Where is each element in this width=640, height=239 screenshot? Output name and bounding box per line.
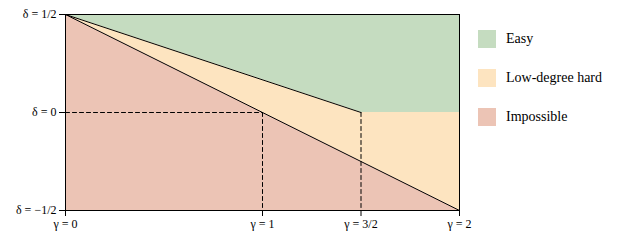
html-text:Impossible: Impossible (506, 109, 568, 124)
html-text:Easy: Easy (506, 31, 534, 46)
svg-text:γ = 1: γ = 1 (249, 217, 274, 231)
svg-text:γ = 3/2: γ = 3/2 (343, 217, 377, 231)
svg-text:δ = 1/2: δ = 1/2 (23, 7, 57, 21)
svg-text:δ = −1/2: δ = −1/2 (16, 203, 57, 217)
svg-text:γ = 2: γ = 2 (446, 217, 471, 231)
svg-text:δ = 0: δ = 0 (32, 105, 56, 119)
html-text:Low-degree hard: Low-degree hard (506, 70, 602, 85)
svg-text:γ = 0: γ = 0 (52, 217, 77, 231)
